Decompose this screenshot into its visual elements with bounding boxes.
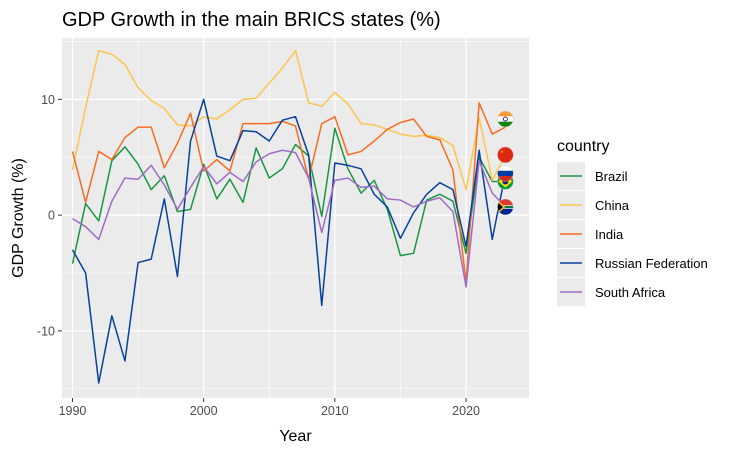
flag-markers <box>497 110 514 216</box>
plot-panel <box>62 38 529 398</box>
chart-title: GDP Growth in the main BRICS states (%) <box>62 9 441 31</box>
x-tick-label: 2000 <box>190 404 218 418</box>
legend-label: Russian Federation <box>595 256 708 271</box>
y-axis: -10 0 10 <box>37 93 62 338</box>
x-tick-label: 2010 <box>321 404 349 418</box>
legend-label: South Africa <box>595 285 666 300</box>
legend-label: China <box>595 198 630 213</box>
russia-flag-icon <box>497 165 514 182</box>
y-tick-label: 10 <box>41 93 55 107</box>
series-line-russian-federation <box>71 98 507 384</box>
x-axis: 1990 2000 2010 2020 <box>59 398 480 418</box>
y-tick-label: -10 <box>37 324 55 338</box>
south-africa-flag-icon <box>497 198 514 216</box>
series-line-india <box>71 102 506 283</box>
series-line-brazil <box>71 127 506 264</box>
series-line-china <box>71 49 507 191</box>
grid-lines <box>62 38 529 398</box>
x-axis-title: Year <box>279 428 312 445</box>
series-lines <box>71 49 507 384</box>
x-tick-label: 1990 <box>59 404 87 418</box>
legend-label: India <box>595 227 624 242</box>
y-tick-label: 0 <box>48 209 55 223</box>
legend-title: country <box>557 138 609 155</box>
legend: country Brazil China India Russian Federati… <box>557 138 708 306</box>
india-flag-icon <box>497 110 514 128</box>
china-flag-icon <box>497 146 514 164</box>
series-line-south-africa <box>72 149 506 288</box>
x-tick-label: 2020 <box>452 404 480 418</box>
y-axis-title: GDP Growth (%) <box>10 158 27 278</box>
legend-label: Brazil <box>595 169 628 184</box>
